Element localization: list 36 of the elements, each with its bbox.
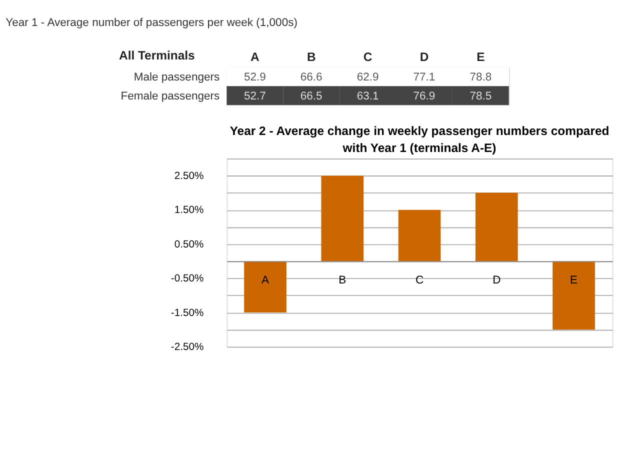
data-label: 77.1 [413,72,436,84]
data-label: 78.8 [470,72,492,84]
data-label: 78.5 [470,90,492,102]
bar [321,176,364,262]
bar [475,192,518,262]
y-tick-label: 2.50% [174,171,204,182]
bar [244,261,286,313]
data-label: 66.6 [300,72,322,84]
y-tick-label: -0.50% [170,274,204,285]
data-label: 63.1 [356,90,379,102]
y-tick-label: -2.50% [170,342,204,354]
x-tick-label: A [262,274,270,286]
x-tick-label: C [415,274,424,286]
x-tick-label: A [250,50,260,64]
bar [552,261,595,330]
y-tick-label: 1.50% [174,205,204,216]
x-tick-label: E [570,274,578,286]
bar [398,210,441,262]
y-tick-label: Male passengers [134,72,220,84]
data-label: 52.7 [244,90,266,102]
chart-title: Year 2 - Average change in weekly passenger numbers compared with Year 1 (terminals A-E) [230,124,610,156]
y-tick-label: Female passengers [120,90,220,102]
y-tick-label: 0.50% [174,239,204,250]
x-tick-label: B [306,50,316,64]
y-tick-label: -1.50% [170,308,204,319]
x-tick-label: C [363,50,372,64]
x-tick-label: D [420,50,429,64]
data-label: 66.5 [300,90,322,102]
chart-title: Year 1 - Average number of passengers per week (1,000s) [6,16,298,29]
y-axis-title: All Terminals [118,48,196,62]
data-label: 76.9 [413,90,436,102]
x-tick-label: D [492,274,501,286]
data-label: 52.9 [244,72,266,84]
x-tick-label: B [338,274,346,286]
data-label: 62.9 [356,72,379,84]
x-tick-label: E [476,50,485,64]
